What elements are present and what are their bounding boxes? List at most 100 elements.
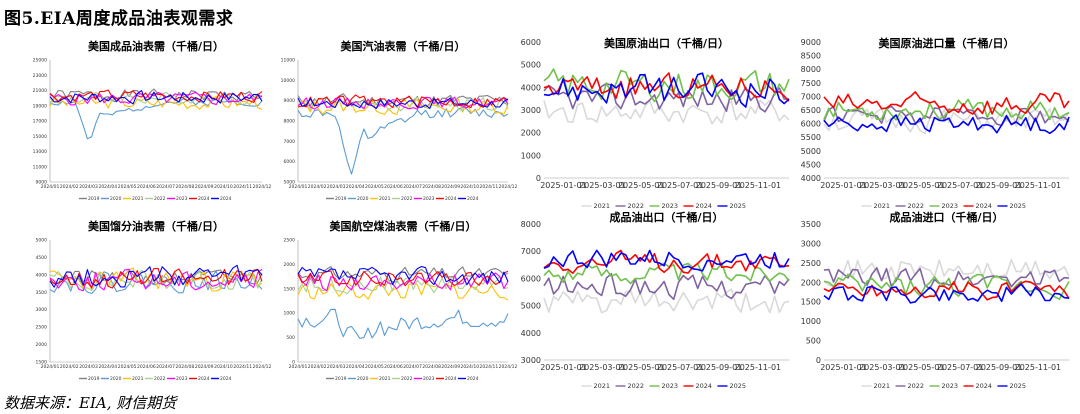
- x-tick-label: 2024/08: [422, 184, 441, 190]
- legend-entry: 2020: [357, 196, 369, 202]
- y-tick-label: 1000: [521, 151, 541, 160]
- x-tick-label: 2024/01: [41, 364, 60, 370]
- series-line-2020: [297, 308, 509, 339]
- x-tick-label: 2024/11: [480, 184, 499, 190]
- y-tick-label: 0: [292, 360, 295, 366]
- legend-entry: 2024: [976, 382, 993, 390]
- x-tick-label: 2025-11-01: [1015, 181, 1062, 190]
- x-tick-label: 2024/07: [156, 184, 175, 190]
- series-line-2021: [297, 282, 509, 301]
- y-tick-label: 6000: [284, 159, 296, 165]
- series-line-2023: [543, 262, 790, 285]
- legend-entry: 2024: [467, 376, 479, 382]
- series-line-2021: [543, 288, 790, 314]
- series-line-2024: [297, 97, 509, 110]
- series-line-2024: [49, 90, 263, 105]
- chart-title: 美国原油出口（千桶/日）: [604, 36, 729, 50]
- legend-entry: 2022: [908, 202, 925, 210]
- series-line-2021: [543, 99, 790, 125]
- legend-entry: 2021: [594, 382, 611, 390]
- y-tick-label: 500: [286, 335, 295, 341]
- y-tick-label: 5000: [36, 238, 48, 244]
- y-tick-label: 10000: [281, 78, 295, 84]
- y-tick-label: 2000: [521, 129, 541, 138]
- x-tick-label: 2025-05-01: [618, 363, 665, 372]
- y-tick-label: 6000: [521, 274, 541, 283]
- legend-entry: 2021: [379, 376, 391, 382]
- series-line-2024: [297, 94, 509, 109]
- x-tick-label: 2025-07-01: [937, 181, 984, 190]
- chart-products-export: 成品油出口（千桶/日）8000700060005000400030002025-…: [521, 210, 790, 390]
- x-tick-label: 2024/08: [176, 184, 195, 190]
- chart-distillate-demand: 美国馏分油表需（千桶/日） 5000 4500 4000 3500 3000 2500 200…: [36, 219, 272, 382]
- legend-entry: 2024: [445, 196, 457, 202]
- y-tick-label: 2500: [801, 259, 821, 268]
- chart-title: 美国汽油表需（千桶/日）: [340, 39, 465, 53]
- y-tick-label: 1000: [801, 317, 821, 326]
- legend-entry: 2023: [423, 196, 435, 202]
- series-line-2024: [49, 264, 263, 288]
- x-tick-label: 2024/02: [308, 364, 327, 370]
- chart-crude-export: 美国原油出口（千桶/日）6000500040003000200010000202…: [521, 36, 790, 210]
- legend-entry: 2024: [198, 196, 210, 202]
- x-tick-label: 2024/06: [137, 184, 156, 190]
- figure-title: 图5.EIA周度成品油表观需求: [4, 9, 234, 29]
- y-tick-label: 19000: [33, 103, 47, 109]
- legend-entry: 2020: [110, 196, 122, 202]
- y-tick-label: 13000: [33, 149, 47, 155]
- legend-entry: 2023: [176, 196, 188, 202]
- chart-title: 美国馏分油表需（千桶/日）: [88, 219, 224, 233]
- series-line-2022: [543, 272, 790, 301]
- x-tick-label: 2024/03: [327, 184, 346, 190]
- x-tick-label: 2024/11: [233, 184, 252, 190]
- legend-entry: 2024: [220, 376, 232, 382]
- legend-entry: 2021: [132, 376, 144, 382]
- y-tick-label: 2000: [284, 262, 296, 268]
- legend-entry: 2024: [696, 382, 713, 390]
- y-tick-label: 2500: [36, 325, 48, 331]
- series-line-2022: [297, 275, 509, 295]
- data-source-note: 数据来源：EIA, 财信期货: [4, 394, 177, 412]
- x-tick-label: 2024/01: [289, 184, 308, 190]
- legend-entry: 2019: [88, 196, 100, 202]
- x-tick-label: 2025-05-01: [898, 181, 945, 190]
- y-tick-label: 3500: [36, 290, 48, 296]
- series-line-2022: [49, 269, 263, 292]
- series-line-2024: [297, 265, 509, 286]
- legend-entry: 2023: [942, 202, 959, 210]
- x-tick-label: 2024/05: [118, 364, 137, 370]
- y-tick-label: 7000: [284, 139, 296, 145]
- legend-entry: 2023: [662, 382, 679, 390]
- y-tick-label: 4000: [521, 83, 541, 92]
- series-line-2024: [823, 90, 1070, 115]
- x-tick-label: 2024/09: [195, 184, 214, 190]
- x-tick-label: 2024/07: [403, 184, 422, 190]
- y-tick-label: 9000: [801, 38, 821, 47]
- series-line-2024: [297, 270, 509, 287]
- chart-title: 美国原油进口量（千桶/日）: [878, 36, 1014, 50]
- legend-entry: 2020: [110, 376, 122, 382]
- legend-entry: 2023: [942, 382, 959, 390]
- y-tick-label: 3000: [36, 307, 48, 313]
- legend-entry: 2024: [198, 376, 210, 382]
- x-tick-label: 2024/04: [98, 184, 117, 190]
- legend-entry: 2024: [467, 196, 479, 202]
- y-tick-label: 5000: [284, 180, 296, 186]
- x-tick-label: 2025-09-01: [976, 363, 1023, 372]
- x-tick-label: 2024/10: [460, 184, 479, 190]
- chart-products-demand: 美国成品油表需（千桶/日） 25000 23000 21000 19000 17000 15…: [33, 39, 272, 202]
- y-tick-label: 0: [536, 174, 541, 183]
- y-tick-label: 4500: [36, 255, 48, 261]
- x-tick-label: 2024/12: [253, 184, 272, 190]
- y-tick-label: 2000: [801, 278, 821, 287]
- x-tick-label: 2024/04: [346, 364, 365, 370]
- chart-jet-fuel-demand: 美国航空煤油表需（千桶/日）250020001500100050002024/0…: [284, 219, 518, 382]
- chart-gasoline-demand: 美国汽油表需（千桶/日） 11000 10000 9000 8000 7000 6000 50…: [281, 39, 518, 202]
- x-tick-label: 2024/08: [176, 364, 195, 370]
- series-line-2022: [297, 96, 509, 112]
- x-tick-label: 2024/02: [308, 184, 327, 190]
- y-tick-label: 500: [806, 337, 821, 346]
- legend-entry: 2024: [696, 202, 713, 210]
- x-tick-label: 2024/06: [384, 184, 403, 190]
- x-tick-label: 2024/05: [365, 364, 384, 370]
